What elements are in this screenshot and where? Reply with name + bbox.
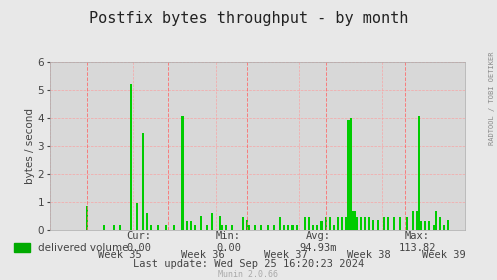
Bar: [146, 213, 148, 230]
Bar: [136, 203, 138, 230]
Bar: [354, 211, 356, 230]
Bar: [165, 225, 167, 230]
Text: Week 38: Week 38: [347, 250, 391, 260]
Bar: [291, 225, 294, 230]
Text: RADTOOL / TOBI OETIKER: RADTOOL / TOBI OETIKER: [489, 51, 495, 145]
Bar: [221, 225, 223, 230]
Bar: [296, 225, 298, 230]
Bar: [150, 225, 153, 230]
Bar: [113, 225, 115, 230]
Bar: [86, 206, 88, 230]
Text: Week 39: Week 39: [422, 250, 466, 260]
Text: Max:: Max:: [405, 231, 430, 241]
Bar: [102, 225, 105, 230]
Bar: [345, 217, 347, 230]
Bar: [416, 211, 418, 230]
Bar: [190, 221, 192, 230]
Bar: [304, 217, 306, 230]
Bar: [356, 217, 358, 230]
Text: Cur:: Cur:: [127, 231, 152, 241]
Bar: [428, 221, 430, 230]
Bar: [157, 225, 159, 230]
Bar: [211, 213, 213, 230]
Text: 113.82: 113.82: [399, 242, 436, 253]
Text: Min:: Min:: [216, 231, 241, 241]
Bar: [248, 225, 250, 230]
Bar: [443, 225, 445, 230]
Bar: [260, 225, 262, 230]
Bar: [368, 217, 370, 230]
Bar: [432, 225, 434, 230]
Bar: [325, 217, 327, 230]
Text: 94.93m: 94.93m: [299, 242, 337, 253]
Text: Avg:: Avg:: [306, 231, 331, 241]
Text: Postfix bytes throughput - by month: Postfix bytes throughput - by month: [89, 11, 408, 26]
Bar: [254, 225, 256, 230]
Bar: [321, 221, 323, 230]
Bar: [283, 225, 285, 230]
Bar: [337, 217, 339, 230]
Bar: [393, 217, 395, 230]
Bar: [279, 217, 281, 230]
Text: Last update: Wed Sep 25 16:20:23 2024: Last update: Wed Sep 25 16:20:23 2024: [133, 259, 364, 269]
Bar: [364, 217, 366, 230]
Bar: [333, 225, 335, 230]
Text: 0.00: 0.00: [127, 242, 152, 253]
Bar: [206, 225, 208, 230]
Bar: [231, 225, 233, 230]
Bar: [266, 225, 268, 230]
Text: Munin 2.0.66: Munin 2.0.66: [219, 270, 278, 279]
Bar: [406, 217, 408, 230]
Bar: [329, 217, 331, 230]
Legend: delivered volume: delivered volume: [10, 239, 133, 257]
Text: Week 37: Week 37: [264, 250, 308, 260]
Bar: [399, 217, 402, 230]
Text: Week 35: Week 35: [98, 250, 142, 260]
Bar: [412, 211, 414, 230]
Y-axis label: bytes / second: bytes / second: [25, 108, 35, 184]
Text: 0.00: 0.00: [216, 242, 241, 253]
Bar: [351, 211, 354, 230]
Bar: [185, 221, 188, 230]
Bar: [273, 225, 275, 230]
Bar: [424, 221, 426, 230]
Bar: [372, 220, 374, 230]
Bar: [219, 216, 221, 230]
Bar: [420, 221, 422, 230]
Bar: [246, 220, 248, 230]
Text: Week 36: Week 36: [181, 250, 225, 260]
Bar: [308, 217, 310, 230]
Bar: [119, 225, 121, 230]
Bar: [130, 84, 132, 230]
Bar: [312, 225, 314, 230]
Bar: [383, 217, 385, 230]
Bar: [225, 225, 227, 230]
Bar: [173, 225, 175, 230]
Bar: [447, 220, 449, 230]
Bar: [341, 217, 343, 230]
Bar: [418, 116, 420, 230]
Bar: [316, 225, 319, 230]
Bar: [349, 118, 351, 230]
Bar: [439, 217, 441, 230]
Bar: [387, 217, 389, 230]
Bar: [377, 220, 379, 230]
Bar: [181, 116, 183, 230]
Bar: [360, 217, 362, 230]
Bar: [194, 225, 196, 230]
Bar: [347, 120, 349, 230]
Bar: [200, 216, 202, 230]
Bar: [142, 133, 144, 230]
Bar: [434, 211, 437, 230]
Bar: [242, 217, 244, 230]
Bar: [287, 225, 289, 230]
